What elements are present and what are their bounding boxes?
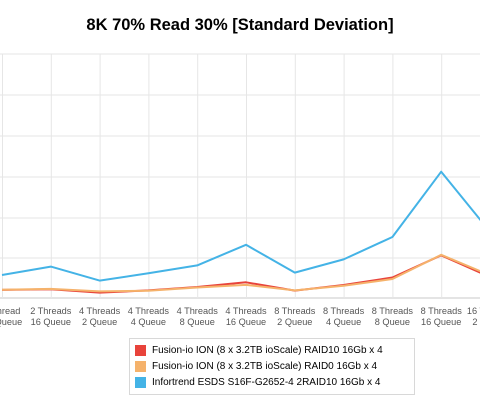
x-tick-label: 4 Threads 2 Queue <box>79 306 121 327</box>
x-tick-label: 8 Threads 16 Queue <box>421 306 463 327</box>
series-line-2 <box>1 253 480 293</box>
x-tick-label: 4 Threads 4 Queue <box>128 306 170 327</box>
legend: Fusion-io ION (8 x 3.2TB ioScale) RAID10… <box>129 338 415 395</box>
legend-label: Fusion-io ION (8 x 3.2TB ioScale) RAID10… <box>152 345 383 356</box>
legend-swatch <box>135 345 146 356</box>
legend-item: Fusion-io ION (8 x 3.2TB ioScale) RAID10… <box>135 344 383 357</box>
x-tick-label: 8 Threads 4 Queue <box>323 306 365 327</box>
legend-label: Infortrend ESDS S16F-G2652-4 2RAID10 16G… <box>152 377 381 388</box>
x-tick-label: 4 Threads 16 Queue <box>225 306 267 327</box>
legend-item: Fusion-io ION (8 x 3.2TB ioScale) RAID0 … <box>135 360 377 373</box>
x-tick-label: 8 Threads 8 Queue <box>372 306 414 327</box>
x-tick-label: 1 Thread16 Queue <box>0 306 22 327</box>
legend-swatch <box>135 361 146 372</box>
x-tick-label: 8 Threads 2 Queue <box>274 306 316 327</box>
series-lines <box>1 170 480 294</box>
legend-swatch <box>135 377 146 388</box>
x-tick-label: 4 Threads 8 Queue <box>177 306 219 327</box>
legend-item: Infortrend ESDS S16F-G2652-4 2RAID10 16G… <box>135 376 380 389</box>
grid <box>0 53 480 299</box>
series-line-3 <box>1 170 480 282</box>
chart-title: 8K 70% Read 30% [Standard Deviation] <box>86 16 394 34</box>
x-tick-label: 2 Threads 16 Queue <box>30 306 72 327</box>
legend-label: Fusion-io ION (8 x 3.2TB ioScale) RAID0 … <box>152 361 378 372</box>
